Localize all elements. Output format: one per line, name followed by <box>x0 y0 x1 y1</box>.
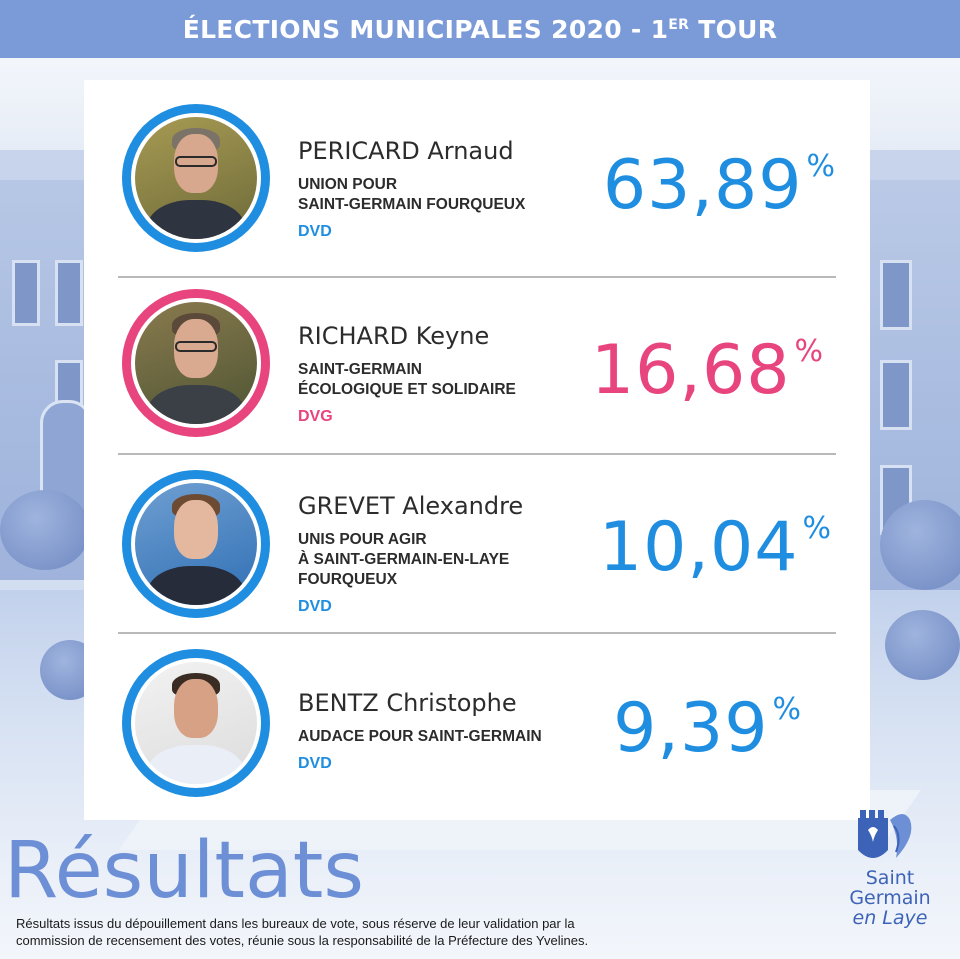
candidate-name: BENTZ Christophe <box>298 689 517 717</box>
candidate-info: BENTZ Christophe AUDACE POUR SAINT-GERMA… <box>298 689 542 773</box>
header-banner: ÉLECTIONS MUNICIPALES 2020 - 1ER TOUR <box>0 0 960 58</box>
list-name: UNION POUR SAINT-GERMAIN FOURQUEUX <box>298 176 526 213</box>
candidate-photo <box>122 289 270 437</box>
candidate-name: GREVET Alexandre <box>298 492 524 520</box>
vote-percentage: 63,89% <box>602 146 836 225</box>
party-label: DVD <box>298 223 332 240</box>
candidate-row: GREVET Alexandre UNIS POUR AGIR À SAINT-… <box>118 454 836 632</box>
row-divider <box>118 632 836 634</box>
party-label: DVD <box>298 755 332 772</box>
header-title: ÉLECTIONS MUNICIPALES 2020 - 1ER TOUR <box>182 14 778 44</box>
party-label: DVD <box>298 598 332 615</box>
list-name: SAINT-GERMAIN ÉCOLOGIQUE ET SOLIDAIRE <box>298 361 516 398</box>
row-divider <box>118 453 836 455</box>
logo-line: Germain <box>849 887 931 909</box>
candidate-row: PERICARD Arnaud UNION POUR SAINT-GERMAIN… <box>118 80 836 276</box>
city-crest-icon <box>858 810 912 858</box>
candidate-row: BENTZ Christophe AUDACE POUR SAINT-GERMA… <box>118 633 836 820</box>
candidate-info: RICHARD Keyne SAINT-GERMAIN ÉCOLOGIQUE E… <box>298 322 516 426</box>
candidate-info: GREVET Alexandre UNIS POUR AGIR À SAINT-… <box>298 492 523 616</box>
bush <box>0 490 90 570</box>
results-heading: Résultats <box>4 826 365 916</box>
vote-percentage: 10,04% <box>598 508 832 587</box>
logo-line: en Laye <box>852 907 928 929</box>
results-card: PERICARD Arnaud UNION POUR SAINT-GERMAIN… <box>84 80 870 820</box>
candidate-photo <box>122 649 270 797</box>
vote-percentage: 9,39% <box>613 689 802 768</box>
list-name: UNIS POUR AGIR À SAINT-GERMAIN-EN-LAYE F… <box>298 531 510 588</box>
candidate-photo <box>122 470 270 618</box>
candidate-photo <box>122 104 270 252</box>
bush <box>880 500 960 590</box>
bush <box>885 610 960 680</box>
vote-percentage: 16,68% <box>590 331 824 410</box>
candidate-name: RICHARD Keyne <box>298 322 490 350</box>
party-label: DVG <box>298 408 333 425</box>
logo-line: Saint <box>865 867 915 889</box>
list-name: AUDACE POUR SAINT-GERMAIN <box>298 728 542 745</box>
candidate-name: PERICARD Arnaud <box>298 137 514 165</box>
candidate-row: RICHARD Keyne SAINT-GERMAIN ÉCOLOGIQUE E… <box>118 277 836 453</box>
candidate-info: PERICARD Arnaud UNION POUR SAINT-GERMAIN… <box>298 137 525 241</box>
city-logo: Saint Germain en Laye <box>830 806 950 946</box>
disclaimer-text: Résultats issus du dépouillement dans le… <box>16 916 589 948</box>
row-divider <box>118 276 836 278</box>
